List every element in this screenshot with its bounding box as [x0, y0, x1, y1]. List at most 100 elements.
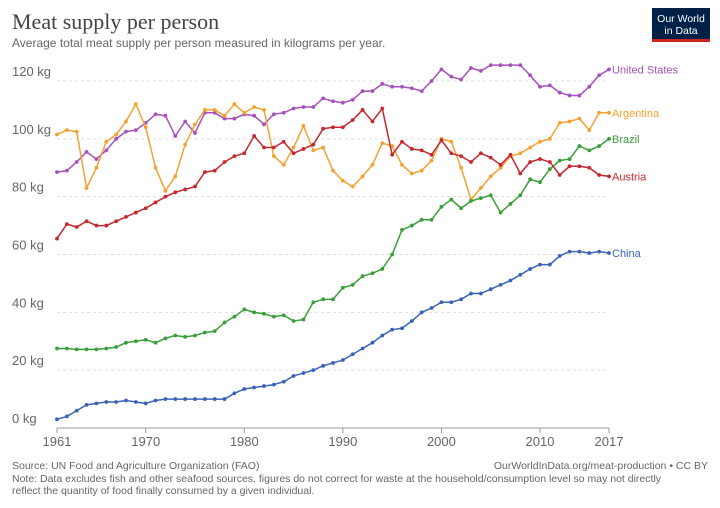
data-point	[222, 320, 227, 325]
data-point	[380, 333, 385, 338]
data-point	[301, 371, 306, 375]
data-point	[252, 310, 257, 315]
data-point	[518, 272, 523, 277]
data-point	[74, 408, 79, 413]
data-point	[242, 110, 247, 115]
data-point	[478, 196, 483, 201]
data-point	[104, 223, 109, 228]
data-point	[469, 66, 473, 70]
data-point	[252, 385, 257, 390]
data-point	[301, 105, 306, 109]
series-label: United States	[612, 64, 679, 76]
data-point	[153, 200, 158, 205]
data-point	[232, 391, 237, 396]
data-point	[114, 136, 119, 141]
series-label: Argentina	[612, 108, 660, 120]
data-point	[331, 361, 335, 365]
data-point	[597, 110, 602, 115]
x-tick-label: 1990	[328, 434, 357, 449]
data-point	[547, 262, 552, 267]
data-point	[143, 401, 148, 406]
data-point	[262, 122, 266, 127]
data-point	[449, 74, 454, 79]
data-point	[557, 254, 562, 258]
data-point	[577, 164, 582, 169]
data-point	[232, 116, 237, 121]
data-point	[114, 400, 119, 404]
data-point	[449, 197, 454, 202]
data-point	[567, 249, 572, 254]
data-point	[567, 157, 572, 161]
data-point	[281, 313, 286, 318]
data-point	[400, 84, 404, 89]
data-point	[193, 333, 197, 338]
x-tick-label: 1980	[230, 434, 259, 449]
data-point	[400, 139, 404, 144]
chart-subtitle: Average total meat supply per person mea…	[12, 36, 385, 50]
x-tick-label: 2017	[595, 434, 624, 449]
data-point	[587, 128, 592, 133]
data-point	[508, 201, 513, 206]
data-point	[271, 382, 276, 387]
data-point	[488, 193, 493, 198]
data-point	[340, 178, 345, 183]
data-point	[360, 346, 365, 351]
source: Source: UN Food and Agriculture Organiza…	[12, 460, 259, 472]
data-point	[587, 148, 592, 153]
data-point	[281, 110, 286, 115]
data-point	[104, 139, 109, 144]
data-point	[478, 186, 483, 190]
logo-bar	[652, 39, 710, 42]
data-point	[124, 129, 128, 134]
data-point	[232, 314, 237, 319]
note: Note: Data excludes fish and other seafo…	[12, 473, 662, 485]
data-point	[449, 139, 454, 144]
data-point	[439, 67, 444, 72]
data-point	[331, 168, 335, 173]
data-point	[183, 119, 188, 124]
data-point	[133, 400, 138, 404]
data-point	[311, 148, 316, 153]
data-point	[262, 145, 266, 150]
logo-text: Our World	[657, 13, 705, 25]
data-point	[469, 199, 473, 203]
data-point	[242, 151, 247, 156]
data-point	[55, 132, 59, 137]
x-tick-label: 1961	[43, 434, 72, 449]
data-point	[252, 113, 257, 118]
data-point	[114, 219, 119, 224]
x-tick-label: 2000	[427, 434, 456, 449]
data-point	[94, 401, 99, 406]
data-point	[94, 347, 99, 352]
y-tick-label: 100 kg	[12, 122, 51, 137]
data-point	[607, 251, 611, 255]
data-point	[567, 93, 572, 98]
logo-box	[652, 8, 710, 42]
data-point	[104, 400, 109, 404]
data-point	[370, 162, 375, 167]
data-point	[133, 339, 138, 344]
data-point	[350, 282, 355, 287]
data-point	[439, 204, 444, 209]
data-point	[607, 67, 611, 72]
data-point	[193, 131, 197, 135]
data-point	[340, 100, 345, 105]
data-point	[212, 110, 217, 115]
y-tick-label: 80 kg	[12, 180, 44, 195]
data-point	[390, 252, 395, 257]
data-point	[262, 384, 266, 388]
data-point	[193, 184, 197, 189]
data-point	[104, 346, 109, 351]
data-point	[419, 310, 424, 315]
data-point	[350, 352, 355, 357]
data-point	[124, 340, 128, 345]
data-point	[488, 174, 493, 179]
data-point	[478, 68, 483, 73]
data-point	[262, 108, 266, 112]
data-point	[360, 89, 365, 94]
data-point	[321, 145, 326, 150]
data-point	[55, 236, 59, 241]
data-point	[498, 210, 503, 215]
data-point	[557, 90, 562, 95]
data-point	[291, 106, 296, 111]
